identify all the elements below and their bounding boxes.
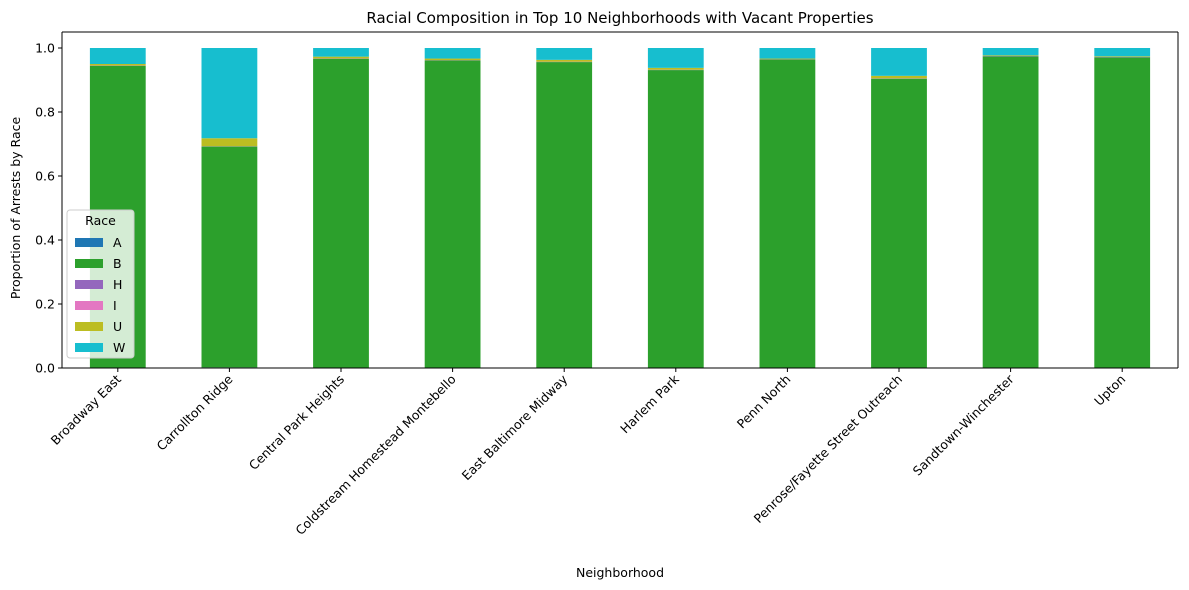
chart-title: Racial Composition in Top 10 Neighborhoo… <box>366 9 873 27</box>
bar-u-3 <box>313 56 369 59</box>
x-tick-label: East Baltimore Midway <box>459 371 571 483</box>
x-tick-label: Broadway East <box>48 371 124 447</box>
bar-b-4 <box>424 60 481 368</box>
y-axis-title: Proportion of Arrests by Race <box>8 117 23 300</box>
x-tick-label: Sandtown-Winchester <box>910 371 1018 479</box>
bar-u-7 <box>759 58 816 60</box>
bar-w-9 <box>982 48 1039 56</box>
legend-label-w: W <box>113 340 125 355</box>
x-tick-label: Upton <box>1091 372 1128 409</box>
y-tick-label: 1.0 <box>35 41 55 56</box>
bar-w-6 <box>647 48 704 68</box>
legend-label-u: U <box>113 319 122 334</box>
bar-w-8 <box>871 48 927 76</box>
bar-w-7 <box>759 48 816 59</box>
legend-title: Race <box>85 213 116 228</box>
y-tick-label: 0.2 <box>35 297 55 312</box>
bar-u-2 <box>201 138 258 147</box>
legend-swatch-a <box>75 238 103 247</box>
bar-w-4 <box>424 48 481 59</box>
legend-swatch-w <box>75 343 103 352</box>
bar-b-8 <box>871 78 927 368</box>
bar-u-5 <box>536 59 593 62</box>
legend-swatch-h <box>75 280 103 289</box>
bar-b-5 <box>536 62 593 368</box>
y-tick-label: 0.0 <box>35 361 55 376</box>
bar-u-4 <box>424 58 481 61</box>
x-axis-title: Neighborhood <box>576 565 664 580</box>
x-tick-label: Central Park Heights <box>246 372 347 473</box>
x-tick-label: Carrollton Ridge <box>154 371 236 453</box>
legend-swatch-b <box>75 259 103 268</box>
bar-b-9 <box>982 56 1039 368</box>
bar-b-3 <box>313 58 369 368</box>
y-tick-label: 0.8 <box>35 105 55 120</box>
bar-w-2 <box>201 48 258 139</box>
bar-u-9 <box>982 55 1039 56</box>
legend-label-b: B <box>113 256 122 271</box>
legend-swatch-i <box>75 301 103 310</box>
y-tick-label: 0.6 <box>35 169 55 184</box>
legend-label-a: A <box>113 235 122 250</box>
bar-b-2 <box>201 146 258 368</box>
bar-w-1 <box>89 48 146 64</box>
bars-group <box>89 48 1151 368</box>
legend-label-h: H <box>113 277 122 292</box>
bar-b-6 <box>647 70 704 368</box>
bar-w-5 <box>536 48 593 60</box>
bar-u-10 <box>1094 56 1151 57</box>
x-tick-label: Penn North <box>734 372 794 432</box>
bar-b-7 <box>759 59 816 368</box>
bar-w-10 <box>1094 48 1151 57</box>
y-tick-label: 0.4 <box>35 233 55 248</box>
bar-u-8 <box>871 75 927 79</box>
bar-u-1 <box>89 64 146 66</box>
bar-w-3 <box>313 48 369 57</box>
legend-swatch-u <box>75 322 103 331</box>
x-tick-label: Harlem Park <box>617 371 682 436</box>
bar-u-6 <box>647 67 704 70</box>
legend-label-i: I <box>113 298 117 313</box>
bar-b-10 <box>1094 57 1151 368</box>
